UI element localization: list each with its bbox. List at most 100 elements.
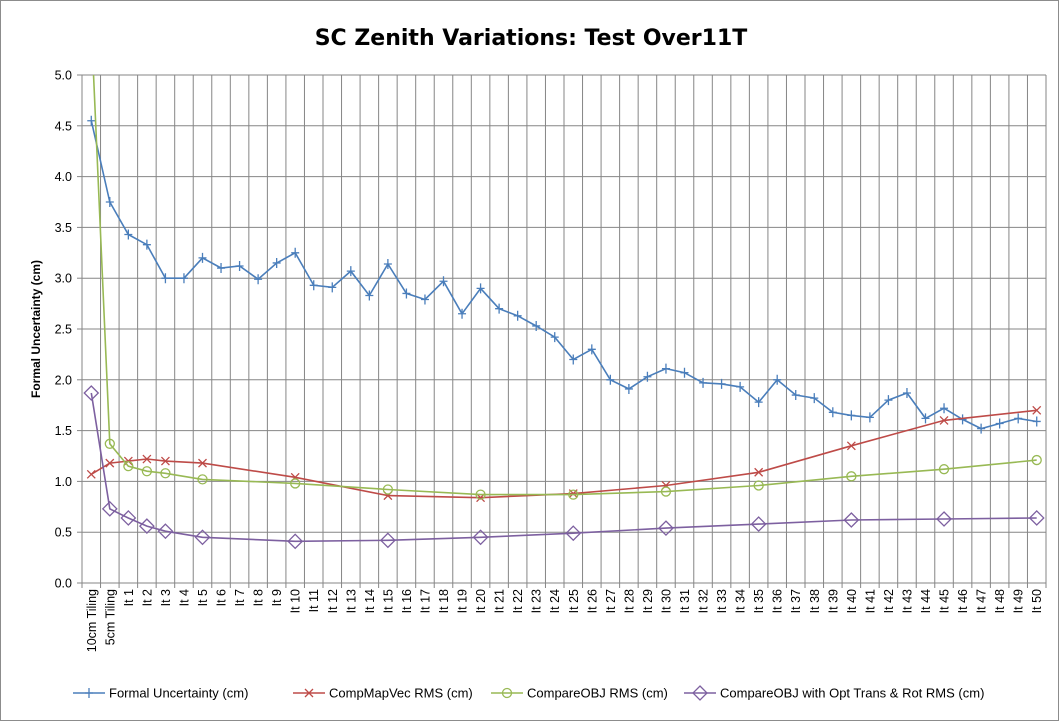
x-tick-label: It 49 bbox=[1012, 589, 1026, 613]
data-point bbox=[198, 458, 207, 468]
data-point bbox=[179, 273, 188, 284]
data-point bbox=[309, 280, 318, 291]
x-tick-label: It 18 bbox=[437, 589, 451, 613]
x-tick-label: It 48 bbox=[993, 589, 1007, 613]
x-tick-label: It 9 bbox=[270, 589, 284, 606]
data-point bbox=[142, 239, 151, 250]
x-tick-label: It 31 bbox=[678, 589, 692, 613]
x-tick-label: It 12 bbox=[326, 589, 340, 613]
data-point bbox=[643, 371, 652, 382]
data-point bbox=[160, 456, 170, 466]
data-point bbox=[142, 454, 152, 464]
x-tick-label: It 47 bbox=[975, 589, 989, 613]
data-point bbox=[501, 687, 513, 699]
x-tick-label: It 40 bbox=[845, 589, 859, 613]
y-tick-label: 2.0 bbox=[55, 373, 72, 387]
data-point bbox=[1032, 405, 1042, 415]
data-point bbox=[568, 489, 579, 500]
data-point bbox=[569, 354, 578, 365]
x-tick-label: It 30 bbox=[659, 589, 673, 613]
data-point bbox=[161, 273, 170, 284]
data-point bbox=[87, 115, 96, 126]
series-3 bbox=[83, 385, 1045, 550]
y-tick-label: 3.5 bbox=[55, 221, 72, 235]
data-point bbox=[936, 511, 952, 527]
x-tick-label: It 45 bbox=[938, 589, 952, 613]
data-point bbox=[843, 512, 860, 528]
data-point bbox=[235, 261, 244, 272]
data-point bbox=[884, 395, 893, 406]
data-point bbox=[565, 525, 582, 542]
data-point bbox=[101, 500, 118, 517]
data-point bbox=[660, 486, 672, 497]
x-tick-label: It 23 bbox=[530, 589, 544, 613]
data-point bbox=[120, 510, 137, 526]
data-point bbox=[123, 461, 134, 472]
x-tick-label: It 10 bbox=[289, 589, 303, 613]
data-point bbox=[1031, 454, 1042, 466]
data-point bbox=[328, 282, 337, 293]
data-point bbox=[846, 471, 857, 482]
data-point bbox=[304, 688, 314, 698]
x-tick-label: It 1 bbox=[122, 589, 136, 606]
data-point bbox=[83, 385, 100, 401]
data-point bbox=[587, 344, 596, 355]
x-tick-label: It 46 bbox=[956, 589, 970, 613]
x-tick-label: It 34 bbox=[734, 589, 748, 613]
x-tick-label: 5cm Tiling bbox=[103, 589, 117, 645]
legend-label: Formal Uncertainty (cm) bbox=[109, 686, 248, 701]
data-point bbox=[475, 489, 486, 500]
data-point bbox=[287, 533, 304, 550]
x-tick-label: It 21 bbox=[493, 589, 507, 613]
x-tick-label: It 36 bbox=[771, 589, 785, 613]
data-point bbox=[160, 468, 171, 479]
x-tick-label: It 14 bbox=[363, 589, 377, 613]
y-tick-label: 4.0 bbox=[55, 170, 72, 184]
data-point bbox=[124, 229, 133, 240]
data-point bbox=[1028, 510, 1045, 526]
data-point bbox=[272, 257, 281, 268]
x-tick-label: It 4 bbox=[177, 589, 191, 606]
x-tick-label: It 25 bbox=[567, 589, 581, 613]
x-tick-label: It 32 bbox=[697, 589, 711, 613]
chart-title: SC Zenith Variations: Test Over11T bbox=[315, 26, 748, 51]
y-tick-label: 1.5 bbox=[55, 424, 72, 438]
data-point bbox=[661, 363, 670, 374]
data-point bbox=[105, 458, 115, 468]
x-tick-label: 10cm Tiling bbox=[85, 589, 99, 652]
data-point bbox=[940, 403, 949, 414]
legend-label: CompMapVec RMS (cm) bbox=[329, 686, 473, 701]
x-tick-label: It 37 bbox=[789, 589, 803, 613]
data-point bbox=[382, 484, 394, 495]
x-tick-label: It 17 bbox=[418, 589, 432, 613]
y-tick-label: 1.0 bbox=[55, 475, 72, 489]
data-point bbox=[550, 332, 559, 343]
x-tick-label: It 13 bbox=[344, 589, 358, 613]
series-2 bbox=[92, 75, 1042, 500]
data-point bbox=[217, 263, 226, 274]
data-point bbox=[847, 410, 856, 421]
data-point bbox=[810, 393, 819, 404]
x-tick-label: It 16 bbox=[400, 589, 414, 613]
y-tick-label: 4.5 bbox=[55, 119, 72, 133]
data-point bbox=[254, 274, 263, 285]
x-tick-label: It 3 bbox=[159, 589, 173, 606]
data-point bbox=[472, 529, 489, 546]
x-tick-label: It 42 bbox=[882, 589, 896, 613]
data-point bbox=[754, 397, 763, 408]
y-axis-label: Formal Uncertainty (cm) bbox=[29, 260, 43, 398]
y-tick-label: 2.5 bbox=[55, 323, 72, 337]
x-tick-label: It 41 bbox=[863, 589, 877, 613]
x-tick-label: It 22 bbox=[511, 589, 525, 613]
x-tick-label: It 5 bbox=[196, 589, 210, 606]
data-point bbox=[365, 290, 374, 301]
x-tick-label: It 6 bbox=[215, 589, 229, 606]
x-tick-label: It 50 bbox=[1030, 589, 1044, 613]
x-tick-label: It 44 bbox=[919, 589, 933, 613]
y-tick-label: 5.0 bbox=[55, 69, 72, 83]
x-tick-label: It 20 bbox=[474, 589, 488, 613]
data-point bbox=[736, 381, 745, 392]
y-tick-label: 0.5 bbox=[55, 526, 72, 540]
x-tick-label: It 39 bbox=[826, 589, 840, 613]
data-point bbox=[921, 413, 930, 424]
